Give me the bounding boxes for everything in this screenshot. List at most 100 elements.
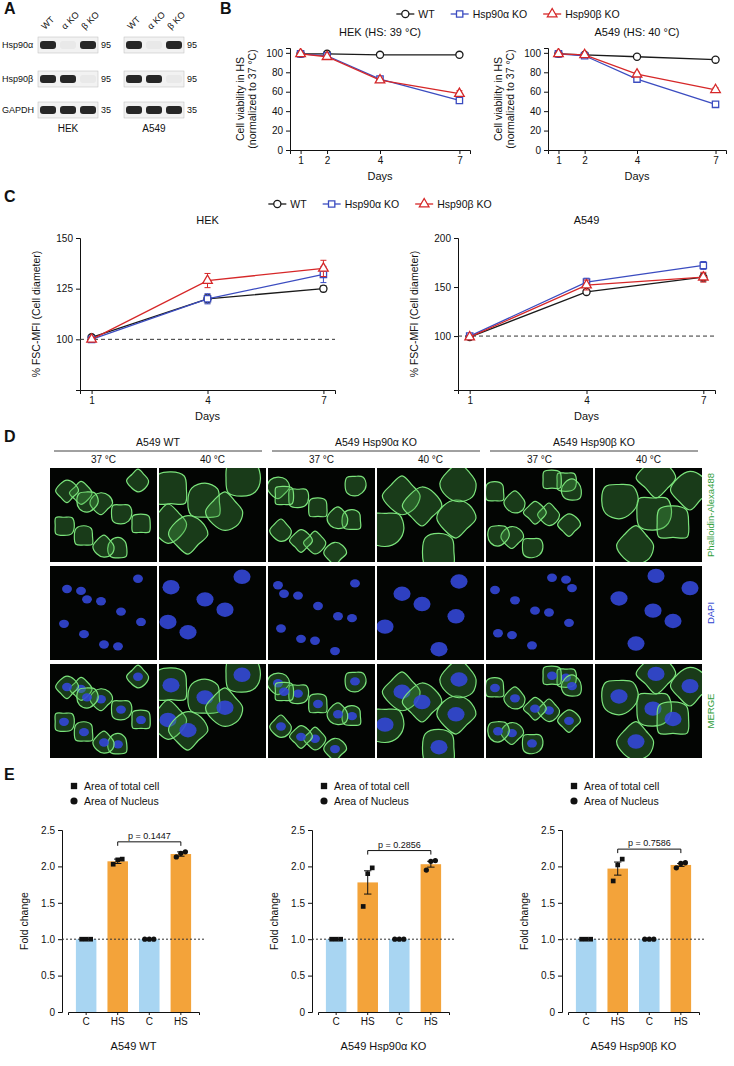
tick-mark: [327, 150, 328, 154]
marker: [203, 275, 213, 283]
condition-label: 37 °C: [527, 454, 552, 465]
error-bar: [364, 871, 371, 894]
tick-label: 1: [556, 155, 562, 166]
x-axis: 147: [459, 390, 716, 406]
actin-outline: [504, 491, 525, 513]
data-point: [174, 854, 179, 859]
micrograph-background: [486, 664, 593, 758]
marker: [320, 285, 327, 292]
tick: 2: [582, 150, 588, 166]
actin-outline: [74, 526, 93, 545]
data-point: [142, 937, 147, 942]
tick: 0.5: [541, 970, 562, 981]
tick-label: 1: [298, 155, 304, 166]
tick-mark: [558, 976, 562, 977]
tick-mark: [58, 976, 62, 977]
micrograph: [50, 566, 157, 660]
bar-chart: CHSCHS00.51.01.52.02.5p = 0.7586Area of …: [518, 780, 705, 1052]
nucleus: [350, 677, 360, 685]
mw-label: 95: [101, 40, 111, 50]
tick: 60: [530, 86, 548, 97]
reference-line: [458, 336, 715, 337]
chart-title: HEK: [196, 214, 219, 226]
axis-line: [558, 831, 563, 1013]
bar: [576, 939, 597, 1012]
tick: 4: [635, 150, 641, 166]
bar: [107, 861, 128, 1012]
actin-outline: [523, 501, 546, 524]
plot-area: [458, 262, 715, 341]
tick-mark: [308, 830, 312, 831]
micrograph: [486, 566, 593, 660]
panel-label: B: [220, 0, 232, 17]
legend-label: Area of total cell: [584, 780, 659, 792]
tick-mark: [308, 1012, 312, 1013]
legend-label: Hsp90α KO: [473, 8, 528, 20]
tick-mark: [336, 1012, 337, 1015]
bar-chart: CHSCHS00.51.01.52.02.5p = 0.2856Area of …: [268, 780, 455, 1052]
tick-mark: [323, 390, 324, 394]
actin-outline: [402, 487, 442, 526]
marker: [632, 69, 642, 77]
tick-label: 0: [277, 145, 283, 156]
marker: [711, 84, 721, 92]
microscopy-panel: A549 WT37 °C40 °CA549 Hsp90α KO37 °C40 °…: [50, 436, 716, 763]
data-point: [588, 937, 593, 942]
error-bar: [320, 286, 326, 292]
legend-marker: [571, 783, 577, 789]
band: [166, 106, 182, 114]
legend-marker: [329, 201, 335, 207]
nucleus: [493, 727, 503, 735]
micrograph-background: [50, 468, 157, 562]
actin-outline: [127, 469, 149, 492]
tick: 100: [524, 48, 548, 59]
micrograph-background: [50, 566, 157, 660]
tick: 1.0: [291, 934, 312, 945]
tick-mark: [308, 903, 312, 904]
tick: 1: [556, 150, 562, 166]
plot-area: [296, 48, 464, 103]
tick-label: 60: [272, 86, 284, 97]
plot-area: [80, 260, 335, 342]
tick: 150: [434, 282, 458, 293]
x-axis-title: Days: [574, 410, 600, 422]
tick-mark: [286, 53, 290, 54]
group-underline: [272, 451, 480, 452]
data-point: [611, 879, 616, 884]
tick-mark: [558, 866, 562, 867]
data-point: [115, 858, 120, 863]
bar: [639, 939, 660, 1012]
actin-outline: [309, 694, 327, 713]
tick-mark: [585, 150, 586, 154]
panel-label: A: [4, 0, 16, 17]
tick: 1.5: [291, 898, 312, 909]
data-point: [620, 857, 625, 862]
actin-outline: [309, 498, 327, 517]
line-chart: 1247020406080100HEK (HS: 39 °C)DaysCell …: [234, 8, 620, 182]
tick-mark: [617, 1012, 618, 1015]
nucleus: [447, 707, 464, 721]
actin-outline: [74, 722, 93, 741]
tick-mark: [58, 1012, 62, 1013]
actin-outline: [206, 688, 243, 727]
y-axis-title-line: Fold change: [518, 892, 530, 950]
tick-label: 150: [56, 233, 73, 244]
tick: 40: [272, 106, 290, 117]
tick: HS: [611, 1012, 625, 1027]
blot-strip: [124, 71, 184, 87]
tick: 7: [457, 150, 463, 166]
legend-item: Hsp90β KO: [415, 198, 491, 210]
marker: [322, 51, 332, 59]
nucleus: [430, 642, 447, 656]
tick-label: C: [396, 1016, 403, 1027]
actin-outline: [290, 726, 313, 749]
tick-label: 1.0: [541, 934, 555, 945]
tick-mark: [544, 53, 548, 54]
legend-marker: [71, 783, 77, 789]
nucleus: [313, 700, 323, 708]
actin-outline: [440, 664, 476, 698]
nucleus: [644, 603, 661, 617]
actin-outline: [206, 492, 243, 531]
tick: C: [333, 1012, 340, 1027]
nucleus: [159, 615, 176, 629]
